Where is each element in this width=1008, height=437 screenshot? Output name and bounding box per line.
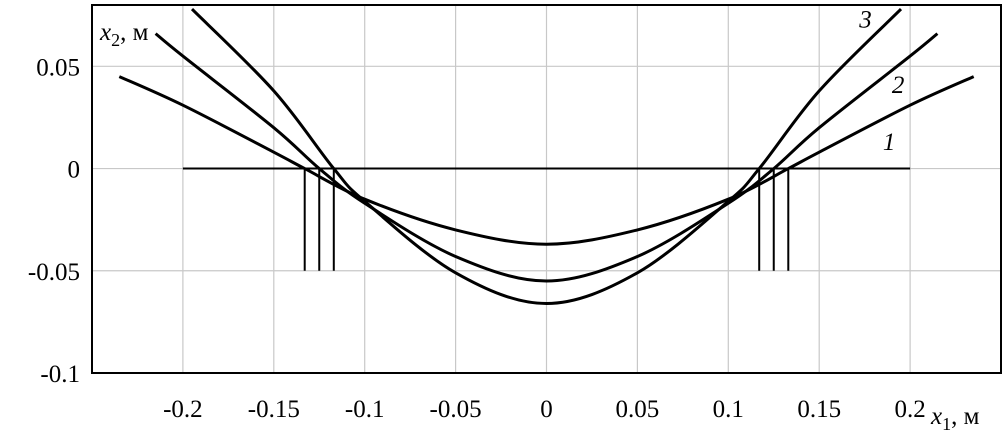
y-axis-label: x2, м bbox=[99, 19, 149, 50]
series-line-2 bbox=[154, 32, 939, 283]
curve-label-1: 1 bbox=[883, 129, 896, 156]
series-line-1 bbox=[118, 75, 975, 246]
y-tick-label-0: 0.05 bbox=[36, 54, 80, 81]
plot-frame bbox=[91, 4, 1002, 374]
x-tick-label-0: -0.2 bbox=[163, 396, 203, 423]
curve-label-2: 2 bbox=[892, 72, 905, 99]
y-axis-var: x bbox=[99, 19, 111, 46]
y-tick-label-3: -0.1 bbox=[40, 361, 80, 388]
x-axis-sub: 1 bbox=[942, 414, 951, 434]
curve-labels: 1 2 3 bbox=[858, 6, 904, 156]
x-tick-label-4: 0 bbox=[540, 396, 553, 423]
y-tick-label-1: 0 bbox=[68, 157, 81, 184]
y-axis-unit: , м bbox=[120, 19, 149, 46]
curve-label-3: 3 bbox=[858, 6, 872, 33]
x-tick-label-3: -0.05 bbox=[430, 396, 482, 423]
series-line-3 bbox=[190, 8, 903, 305]
x-tick-label-2: -0.1 bbox=[345, 396, 385, 423]
x-tick-labels: -0.2 -0.15 -0.1 -0.05 0 0.05 0.1 0.15 0.2 bbox=[163, 396, 926, 423]
y-tick-label-2: -0.05 bbox=[28, 259, 80, 286]
x-axis-label: x1, м bbox=[930, 403, 980, 434]
x-tick-label-1: -0.15 bbox=[248, 396, 300, 423]
grid bbox=[92, 5, 1001, 374]
series-layer bbox=[118, 8, 975, 305]
y-axis-sub: 2 bbox=[111, 30, 120, 50]
x-tick-label-7: 0.15 bbox=[797, 396, 841, 423]
x-tick-label-5: 0.05 bbox=[616, 396, 660, 423]
x-tick-label-6: 0.1 bbox=[713, 396, 744, 423]
x-axis-var: x bbox=[930, 403, 942, 430]
x-axis-unit: , м bbox=[951, 403, 980, 430]
x-tick-label-8: 0.2 bbox=[894, 396, 925, 423]
y-tick-labels: 0.05 0 -0.05 -0.1 bbox=[28, 54, 80, 388]
